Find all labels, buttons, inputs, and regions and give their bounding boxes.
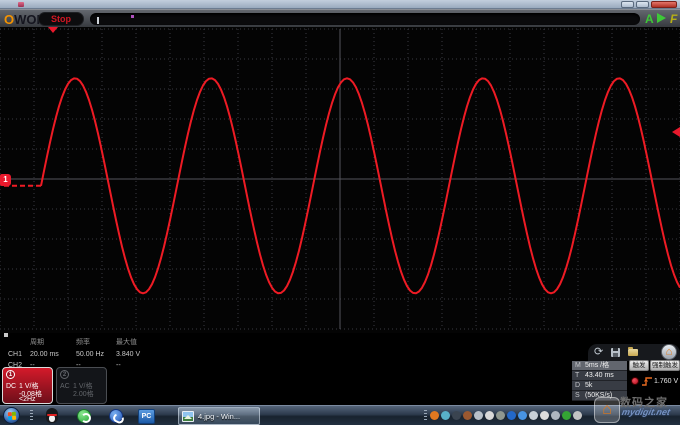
photo-viewer-icon [182,411,194,422]
table-row: CH1 20.00 ms 50.00 Hz 3.840 V [8,351,156,360]
rising-edge-icon [642,377,652,386]
meas-ch1-period: 20.00 ms [30,351,59,358]
pc-manager-icon[interactable]: PC [138,408,155,424]
tray-misc-icon[interactable] [463,411,472,420]
qq-icon[interactable] [44,408,60,424]
tray-cursor-icon[interactable] [529,411,538,420]
channel1-settings-box[interactable]: 1 DC 1 V/格 -0.08格 <2Hz [2,367,53,404]
auto-button[interactable]: A [645,12,654,26]
info-label-m: M [575,362,581,369]
meas-ch1-label: CH1 [8,351,23,358]
scope-toolbar: OWON Stop A F [0,9,680,28]
tray-volume-icon[interactable] [540,411,549,420]
meas-header-period: 周期 [30,339,44,346]
tray-wrench-icon[interactable] [496,411,505,420]
bottom-info-panel: 周期 频率 最大值 CH1 20.00 ms 50.00 Hz 3.840 V … [0,333,680,405]
tray-shield-icon[interactable] [562,411,571,420]
tray-grip [424,410,427,422]
channel2-number-icon: 2 [60,370,69,379]
taskbar-window-label: 4.jpg - Win... [198,412,241,421]
trigger-level-marker-icon[interactable] [672,127,680,137]
save-icon[interactable] [611,348,620,357]
tray-keyboard-icon[interactable] [474,411,483,420]
meas-header-max: 最大值 [116,339,137,346]
app-icon [18,2,24,7]
trigger-source-ch1-icon[interactable] [631,377,639,385]
info-label-t: T [575,372,580,379]
waveform-display[interactable]: 1 [0,27,680,333]
owon-logo: OWON [4,12,46,27]
slider-trigger-marker [131,15,134,18]
meas-ch2-max: -- [116,362,121,369]
meas-ch1-max: 3.840 V [116,351,141,358]
ch1-scale: 1 V/格 [19,383,39,390]
tab-force-trigger[interactable]: 强制触发 [650,360,680,371]
info-row-trigger-time[interactable]: T 43.40 ms [572,371,627,381]
tab-trigger[interactable]: 触发 [629,360,649,371]
f-button[interactable]: F [670,12,678,26]
tray-compass-icon[interactable] [441,411,450,420]
table-row: CH2 -- -- -- [8,362,156,371]
info-row-depth[interactable]: D 5k [572,381,627,391]
ch1-zero-marker[interactable]: 1 [0,174,11,186]
browser-360-icon[interactable] [76,408,92,424]
tray-pen-icon[interactable] [485,411,494,420]
tray-input-icon[interactable] [452,411,461,420]
meas-header-frequency: 频率 [76,339,90,346]
meas-ch2-frequency: -- [76,362,81,369]
taskbar-grip [30,410,33,422]
browser-icon[interactable] [108,408,124,424]
info-value-d: 5k [585,382,593,389]
info-value-t: 43.40 ms [585,372,614,379]
tray-battery-icon[interactable] [573,411,582,420]
timebase-info-table: M 5ms /格 T 43.40 ms D 5k S (50KS/s) [572,361,627,404]
trigger-level-value: 1.760 V [654,378,679,385]
info-value-s: (50KS/s) [585,392,613,399]
info-label-s: S [575,392,580,399]
tray-cloud-icon[interactable] [518,411,527,420]
home-icon[interactable]: ⌂ [661,344,677,360]
trigger-panel: 触发 强制触发 1.760 V [629,360,680,405]
stop-button[interactable]: Stop [38,12,84,26]
maximize-button[interactable] [636,1,649,8]
taskbar-window-photo-viewer[interactable]: 4.jpg - Win... [178,407,260,425]
meas-ch2-period: -- [30,362,35,369]
tray-network-icon[interactable] [551,411,560,420]
meas-ch1-frequency: 50.00 Hz [76,351,105,358]
measure-indicator-dot [4,333,8,337]
horizontal-position-slider[interactable] [90,13,640,25]
channel1-number-icon: 1 [6,370,15,379]
ch2-scale: 1 V/格 [73,383,93,390]
window-title-bar[interactable] [0,0,680,9]
start-button[interactable] [3,407,20,424]
info-row-samplerate[interactable]: S (50KS/s) [572,391,627,401]
info-row-timebase[interactable]: M 5ms /格 [572,361,627,371]
windows-taskbar: PC 4.jpg - Win... [0,405,680,425]
ch1-position: -0.08格 [19,391,42,398]
ch2-coupling: AC [60,383,70,390]
ch2-position: 2.00格 [73,391,94,398]
windows-logo-icon [7,411,17,421]
trigger-position-marker-icon[interactable] [48,27,58,33]
info-value-m: 5ms /格 [585,362,610,369]
close-button[interactable] [651,1,677,8]
info-label-d: D [575,382,581,389]
slider-handle[interactable] [97,17,99,24]
tray-help-icon[interactable] [507,411,516,420]
refresh-icon[interactable]: ⟳ [594,346,604,358]
channel2-settings-box[interactable]: 2 AC 1 V/格 2.00格 [56,367,107,404]
run-play-button[interactable] [657,13,666,23]
tray-orange-ball-icon[interactable] [430,411,439,420]
utility-icon-strip: ⟳ ⌂ [588,344,680,361]
meas-ch2-label: CH2 [8,362,23,369]
ch1-filter: <2Hz [19,396,36,403]
folder-open-icon[interactable] [628,347,638,356]
graticule-and-trace [0,28,680,330]
measurement-table: 周期 频率 最大值 CH1 20.00 ms 50.00 Hz 3.840 V … [6,335,158,373]
minimize-button[interactable] [621,1,634,8]
ch1-coupling: DC [6,383,17,390]
